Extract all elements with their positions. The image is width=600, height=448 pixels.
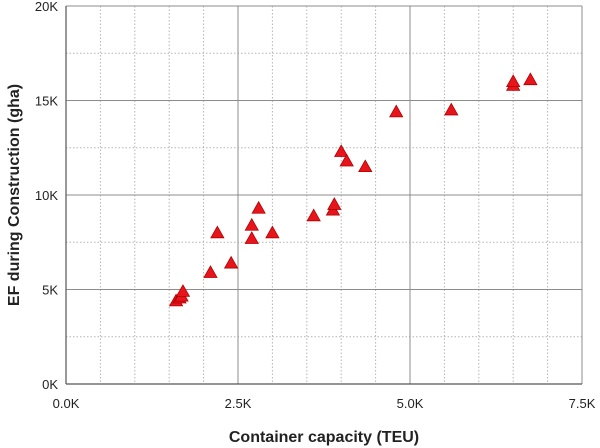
x-tick-label: 5.0K <box>397 396 424 411</box>
data-points <box>168 72 538 307</box>
data-point <box>244 217 259 231</box>
data-point <box>389 104 404 118</box>
y-tick-label: 20K <box>35 0 58 14</box>
x-axis-tick-labels: 0.0K 2.5K 5.0K 7.5K <box>53 396 596 411</box>
data-point <box>223 255 239 269</box>
y-axis-tick-labels: 0K 5K 10K 15K 20K <box>35 0 58 392</box>
data-point <box>306 208 321 222</box>
x-tick-label: 7.5K <box>569 396 596 411</box>
y-tick-label: 5K <box>42 283 58 298</box>
data-point <box>327 197 342 210</box>
data-point <box>339 153 354 167</box>
axes <box>65 6 582 385</box>
x-tick-label: 2.5K <box>225 396 252 411</box>
data-point <box>265 225 280 239</box>
y-tick-label: 15K <box>35 94 58 109</box>
y-tick-label: 10K <box>35 188 58 203</box>
x-axis-title: Container capacity (TEU) <box>229 429 419 446</box>
data-point <box>334 144 349 157</box>
data-point <box>444 102 459 116</box>
data-point <box>358 159 373 173</box>
y-axis-title: EF during Construction (gha) <box>6 84 23 306</box>
y-tick-label: 0K <box>42 377 58 392</box>
data-point <box>506 74 521 87</box>
x-tick-label: 0.0K <box>53 396 80 411</box>
data-point <box>203 265 218 278</box>
data-point <box>244 231 259 244</box>
data-point <box>210 225 225 239</box>
data-point <box>175 284 191 297</box>
data-point <box>523 72 538 86</box>
data-point <box>251 200 266 214</box>
